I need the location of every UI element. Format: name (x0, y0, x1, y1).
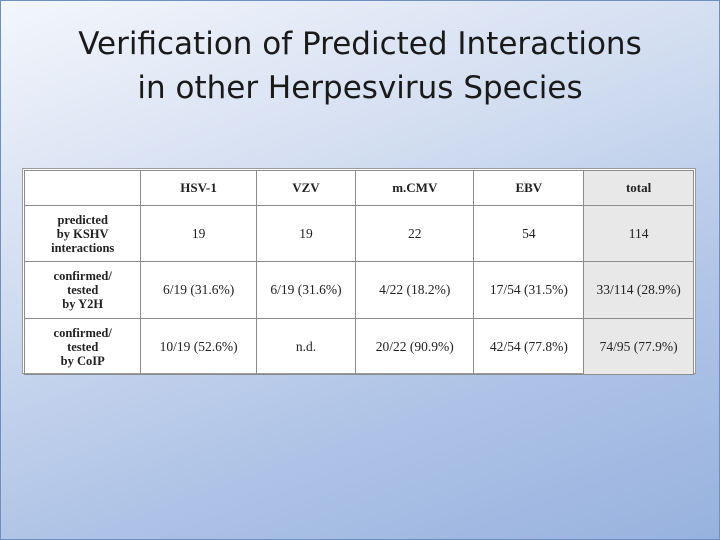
row-label-y2h: confirmed/ tested by Y2H (23, 261, 142, 319)
row-label-line: by Y2H (62, 297, 104, 311)
cell-coip-vzv: n.d. (255, 318, 357, 375)
table-header-row: HSV-1 VZV m.CMV EBV total (23, 170, 694, 206)
header-ebv: EBV (473, 170, 585, 206)
row-label-line: tested (67, 339, 99, 354)
table-row-coip: confirmed/ tested by CoIP 10/19 (52.6%) … (23, 318, 694, 375)
header-hsv1: HSV-1 (140, 170, 257, 206)
row-label-line: tested (67, 283, 99, 297)
cell-predicted-mcmv: 22 (355, 205, 475, 262)
cell-predicted-vzv: 19 (255, 205, 357, 262)
row-label-line: by KSHV (56, 226, 109, 241)
header-total: total (583, 170, 694, 206)
cell-predicted-ebv: 54 (473, 205, 585, 262)
row-label-predicted: predicted by KSHV interactions (23, 205, 142, 262)
cell-y2h-ebv: 17/54 (31.5%) (473, 261, 585, 319)
row-label-line: confirmed/ (53, 269, 112, 283)
slide-title: Verification of Predicted Interactions i… (0, 22, 720, 110)
header-mcmv: m.CMV (355, 170, 475, 206)
row-label-line: interactions (51, 240, 115, 255)
row-label-line: confirmed/ (53, 325, 112, 340)
row-label-coip: confirmed/ tested by CoIP (23, 318, 142, 375)
table-row-y2h: confirmed/ tested by Y2H 6/19 (31.6%) 6/… (23, 261, 694, 319)
cell-y2h-vzv: 6/19 (31.6%) (255, 261, 357, 319)
header-corner (23, 170, 142, 206)
cell-coip-ebv: 42/54 (77.8%) (473, 318, 585, 375)
cell-predicted-total: 114 (583, 205, 694, 262)
cell-coip-mcmv: 20/22 (90.9%) (355, 318, 475, 375)
table-row-predicted: predicted by KSHV interactions 19 19 22 … (23, 205, 694, 262)
cell-y2h-total: 33/114 (28.9%) (583, 261, 694, 319)
cell-predicted-hsv1: 19 (140, 205, 257, 262)
header-vzv: VZV (255, 170, 357, 206)
cell-y2h-mcmv: 4/22 (18.2%) (355, 261, 475, 319)
results-table: HSV-1 VZV m.CMV EBV total predicted by K… (23, 170, 694, 375)
row-label-line: predicted (57, 212, 108, 227)
row-label-line: by CoIP (60, 353, 105, 368)
cell-y2h-hsv1: 6/19 (31.6%) (140, 261, 257, 319)
slide-title-line-2: in other Herpesvirus Species (137, 70, 583, 106)
results-table-container: HSV-1 VZV m.CMV EBV total predicted by K… (22, 168, 696, 375)
slide-title-line-1: Verification of Predicted Interactions (78, 26, 642, 62)
cell-coip-total: 74/95 (77.9%) (583, 318, 694, 375)
cell-coip-hsv1: 10/19 (52.6%) (140, 318, 257, 375)
